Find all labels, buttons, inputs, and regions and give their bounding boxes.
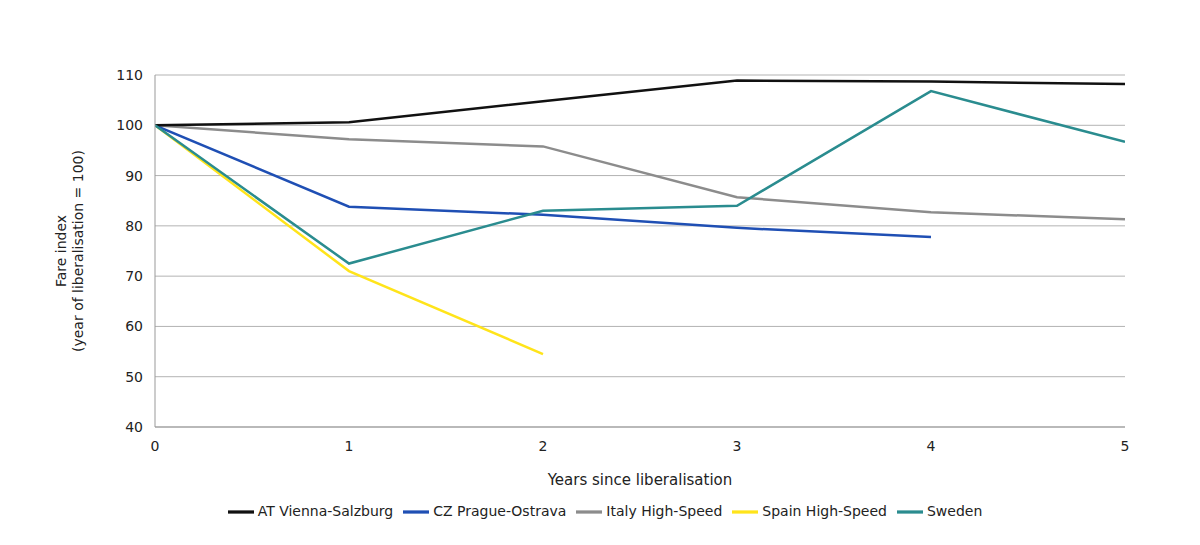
svg-text:Fare index(year of liberalisat: Fare index(year of liberalisation = 100) — [53, 150, 86, 352]
html-text:CZ Prague-Ostrava: CZ Prague-Ostrava — [433, 503, 567, 519]
svg-text:3: 3 — [733, 438, 742, 454]
svg-text:Years since liberalisation: Years since liberalisation — [547, 471, 733, 489]
svg-text:5: 5 — [1121, 438, 1130, 454]
svg-text:110: 110 — [116, 67, 143, 83]
svg-text:100: 100 — [116, 117, 143, 133]
html-text:Sweden: Sweden — [927, 503, 983, 519]
svg-text:60: 60 — [125, 318, 143, 334]
svg-text:80: 80 — [125, 218, 143, 234]
svg-text:50: 50 — [125, 369, 143, 385]
svg-text:0: 0 — [151, 438, 160, 454]
svg-text:4: 4 — [927, 438, 936, 454]
svg-text:90: 90 — [125, 168, 143, 184]
html-text:Italy High-Speed: Italy High-Speed — [606, 503, 723, 519]
svg-text:70: 70 — [125, 268, 143, 284]
html-text:Spain High-Speed: Spain High-Speed — [762, 503, 887, 519]
html-text:AT Vienna-Salzburg: AT Vienna-Salzburg — [257, 503, 394, 519]
svg-text:2: 2 — [539, 438, 548, 454]
svg-text:40: 40 — [125, 419, 143, 435]
svg-text:1: 1 — [345, 438, 354, 454]
